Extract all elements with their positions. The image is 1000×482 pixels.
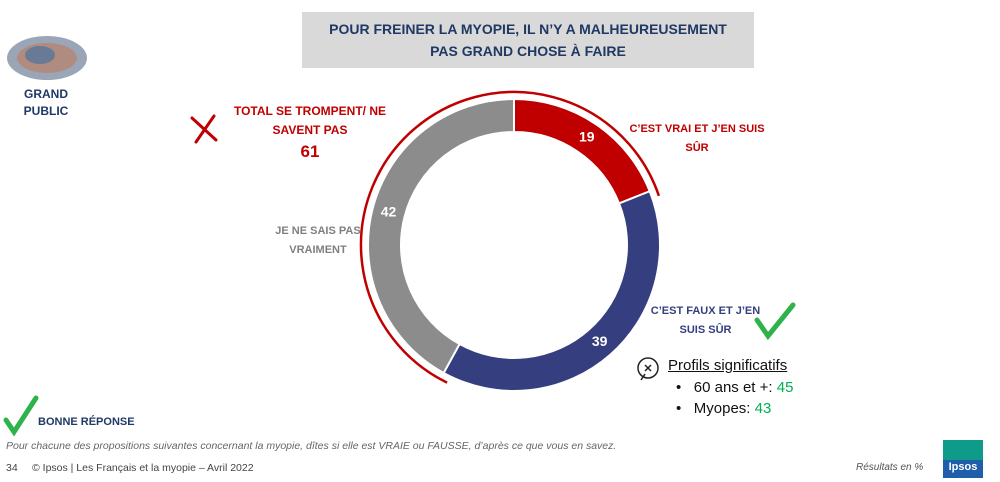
profiles-list: • 60 ans et +: 45 • Myopes: 43	[676, 377, 793, 419]
data-label: 19	[579, 129, 595, 145]
page-number: 34	[6, 462, 18, 474]
donut-slice	[442, 189, 661, 392]
profile-item: • 60 ans et +: 45	[676, 379, 794, 396]
total-label: TOTAL SE TROMPENT/ NE SAVENT PAS	[233, 104, 386, 137]
logo-box	[943, 460, 983, 478]
audience: GRAND PUBLIC	[23, 87, 69, 118]
profile-label: 60 ans et +:	[693, 379, 773, 396]
crowd-icon	[7, 36, 87, 80]
unit-note: Résultats en %	[856, 462, 924, 473]
question: Pour chacune des propositions suivantes …	[6, 440, 617, 452]
profile-item: • Myopes: 43	[676, 400, 772, 417]
title: POUR FREINER LA MYOPIE, IL N’Y A MALHEUR…	[329, 21, 727, 59]
check-icon	[3, 395, 39, 437]
donut: 19 39 42	[359, 90, 661, 392]
category-label: C’EST FAUX ET J’EN SUIS SÛR	[650, 305, 761, 336]
category-label: C’EST VRAI ET J’EN SUIS SÛR	[629, 123, 765, 154]
data-label: 42	[381, 203, 397, 219]
profile-value: 43	[754, 400, 772, 417]
profile-value: 45	[776, 379, 794, 396]
profile-label: Myopes:	[693, 400, 751, 417]
check-icon	[754, 302, 796, 341]
total-arc	[359, 90, 661, 384]
logo: Ipsos	[949, 461, 978, 473]
category-label: JE NE SAIS PAS VRAIMENT	[275, 225, 361, 256]
data-label: 39	[592, 333, 608, 349]
good-answer: BONNE RÉPONSE	[38, 416, 135, 428]
cross-icon	[190, 114, 218, 144]
title-box: POUR FREINER LA MYOPIE, IL N’Y A MALHEUR…	[302, 12, 754, 68]
total-value: 61	[300, 142, 320, 161]
source: © Ipsos | Les Français et la myopie – Av…	[32, 462, 254, 474]
profile-icon	[637, 357, 659, 381]
profiles-title: Profils significatifs	[668, 357, 788, 374]
donut-slice	[367, 97, 515, 375]
